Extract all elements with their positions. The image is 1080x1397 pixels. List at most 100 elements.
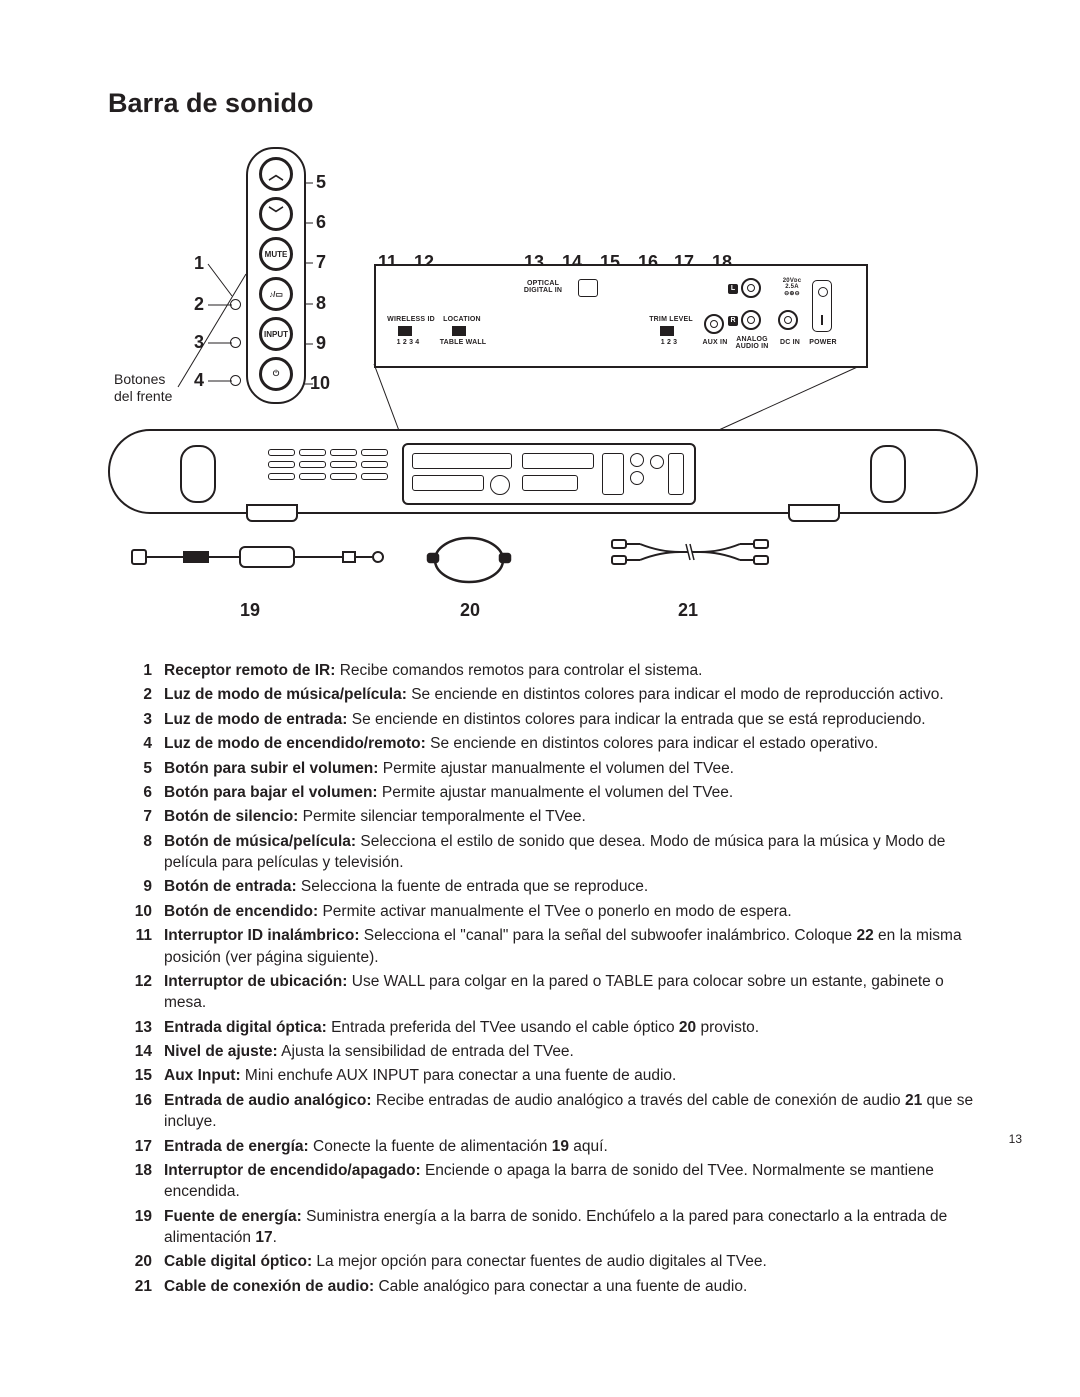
port-optical[interactable] — [578, 279, 598, 297]
item-number: 6 — [108, 782, 164, 803]
item-desc: Ajusta la sensibilidad de entrada del TV… — [278, 1043, 574, 1060]
list-item: 3Luz de modo de entrada: Se enciende en … — [108, 709, 978, 730]
item-number: 14 — [108, 1041, 164, 1062]
item-number: 4 — [108, 733, 164, 754]
list-item: 1Receptor remoto de IR: Recibe comandos … — [108, 660, 978, 681]
list-item: 4Luz de modo de encendido/remoto: Se enc… — [108, 733, 978, 754]
callout-6: 6 — [316, 212, 326, 233]
callout-3: 3 — [194, 332, 204, 353]
item-term: Cable digital óptico: — [164, 1253, 312, 1270]
callout-4: 4 — [194, 370, 204, 391]
item-desc: Conecte la fuente de alimentación — [309, 1138, 552, 1155]
input-label: INPUT — [264, 330, 288, 339]
wireless-id-switch[interactable] — [398, 326, 412, 336]
callout-2: 2 — [194, 294, 204, 315]
item-term: Entrada digital óptica: — [164, 1019, 327, 1036]
item-number: 15 — [108, 1065, 164, 1086]
acc-num-19: 19 — [240, 600, 260, 621]
list-item: 10Botón de encendido: Permite activar ma… — [108, 901, 978, 922]
jack-dc-in[interactable] — [778, 310, 798, 330]
item-number: 1 — [108, 660, 164, 681]
back-panel-zoom: WIRELESS ID 1 2 3 4 LOCATION TABLE WALL … — [374, 264, 868, 368]
item-text: Botón de encendido: Permite activar manu… — [164, 901, 978, 922]
item-term: Botón de silencio: — [164, 808, 298, 825]
volume-up-button[interactable]: ︿ — [259, 157, 293, 191]
item-term: Botón para subir el volumen: — [164, 760, 378, 777]
item-number: 9 — [108, 876, 164, 897]
item-text: Cable digital óptico: La mejor opción pa… — [164, 1251, 978, 1272]
lbl-analog: ANALOG AUDIO IN — [732, 336, 772, 351]
item-ref-number: 22 — [856, 927, 873, 944]
chevron-down-icon: ﹀ — [268, 207, 283, 222]
list-item: 9Botón de entrada: Selecciona la fuente … — [108, 876, 978, 897]
jack-aux-in[interactable] — [704, 314, 724, 334]
item-term: Entrada de audio analógico: — [164, 1092, 372, 1109]
item-term: Nivel de ajuste: — [164, 1043, 278, 1060]
led-2 — [230, 299, 241, 310]
music-movie-button[interactable]: ♪/▭ — [259, 277, 293, 311]
item-desc: Permite ajustar manualmente el volumen d… — [378, 784, 734, 801]
item-text: Fuente de energía: Suministra energía a … — [164, 1206, 978, 1249]
list-item: 2Luz de modo de música/película: Se enci… — [108, 684, 978, 705]
item-term: Botón de entrada: — [164, 878, 297, 895]
item-text: Interruptor de encendido/apagado: Encien… — [164, 1160, 978, 1203]
item-text: Nivel de ajuste: Ajusta la sensibilidad … — [164, 1041, 978, 1062]
item-number: 17 — [108, 1136, 164, 1157]
item-term: Receptor remoto de IR: — [164, 662, 335, 679]
volume-down-button[interactable]: ﹀ — [259, 197, 293, 231]
item-desc: Permite ajustar manualmente el volumen d… — [378, 760, 734, 777]
item-term: Interruptor de encendido/apagado: — [164, 1162, 421, 1179]
music-movie-icon: ♪/▭ — [269, 290, 283, 299]
lbl-wireless-id-pos: 1 2 3 4 — [392, 339, 424, 346]
item-number: 20 — [108, 1251, 164, 1272]
item-desc-tail: provisto. — [696, 1019, 759, 1036]
list-item: 17Entrada de energía: Conecte la fuente … — [108, 1136, 978, 1157]
lbl-trim-pos: 1 2 3 — [658, 339, 680, 346]
item-ref-number: 20 — [679, 1019, 696, 1036]
item-text: Cable de conexión de audio: Cable analóg… — [164, 1276, 978, 1297]
item-number: 21 — [108, 1276, 164, 1297]
power-rocker[interactable] — [812, 280, 832, 332]
power-button[interactable]: ⏻ — [259, 357, 293, 391]
callout-9: 9 — [316, 333, 326, 354]
item-term: Interruptor ID inalámbrico: — [164, 927, 360, 944]
item-ref-number: 21 — [905, 1092, 922, 1109]
callout-5: 5 — [316, 172, 326, 193]
trim-level-switch[interactable] — [660, 326, 674, 336]
soundbar-body — [108, 429, 978, 514]
lbl-wireless-id: WIRELESS ID — [384, 316, 438, 323]
item-desc: Se enciende en distintos colores para in… — [426, 735, 878, 752]
chevron-up-icon: ︿ — [268, 167, 283, 182]
jack-analog-R[interactable] — [741, 310, 761, 330]
input-button[interactable]: INPUT — [259, 317, 293, 351]
item-text: Interruptor de ubicación: Use WALL para … — [164, 971, 978, 1014]
led-4 — [230, 375, 241, 386]
list-item: 6Botón para bajar el volumen: Permite aj… — [108, 782, 978, 803]
lbl-dcin: DC IN — [778, 339, 802, 346]
list-item: 19Fuente de energía: Suministra energía … — [108, 1206, 978, 1249]
item-term: Luz de modo de entrada: — [164, 711, 347, 728]
acc-num-20: 20 — [460, 600, 480, 621]
item-text: Botón para bajar el volumen: Permite aju… — [164, 782, 978, 803]
manual-page: Barra de sonido — [0, 0, 1080, 1397]
list-item: 18Interruptor de encendido/apagado: Enci… — [108, 1160, 978, 1203]
list-item: 21Cable de conexión de audio: Cable anal… — [108, 1276, 978, 1297]
page-title: Barra de sonido — [108, 88, 978, 119]
mute-button[interactable]: MUTE — [259, 237, 293, 271]
item-term: Botón para bajar el volumen: — [164, 784, 378, 801]
jack-analog-L[interactable] — [741, 278, 761, 298]
list-item: 15Aux Input: Mini enchufe AUX INPUT para… — [108, 1065, 978, 1086]
accessory-optical-cable — [426, 532, 512, 588]
lbl-location: LOCATION — [438, 316, 486, 323]
led-3 — [230, 337, 241, 348]
item-text: Luz de modo de entrada: Se enciende en d… — [164, 709, 978, 730]
item-desc: Selecciona el "canal" para la señal del … — [360, 927, 857, 944]
item-text: Receptor remoto de IR: Recibe comandos r… — [164, 660, 978, 681]
badge-L: L — [728, 284, 738, 294]
location-switch[interactable] — [452, 326, 466, 336]
item-text: Interruptor ID inalámbrico: Selecciona e… — [164, 925, 978, 968]
item-number: 13 — [108, 1017, 164, 1038]
item-number: 19 — [108, 1206, 164, 1249]
item-text: Entrada de audio analógico: Recibe entra… — [164, 1090, 978, 1133]
item-desc: Se enciende en distintos colores para in… — [407, 686, 944, 703]
